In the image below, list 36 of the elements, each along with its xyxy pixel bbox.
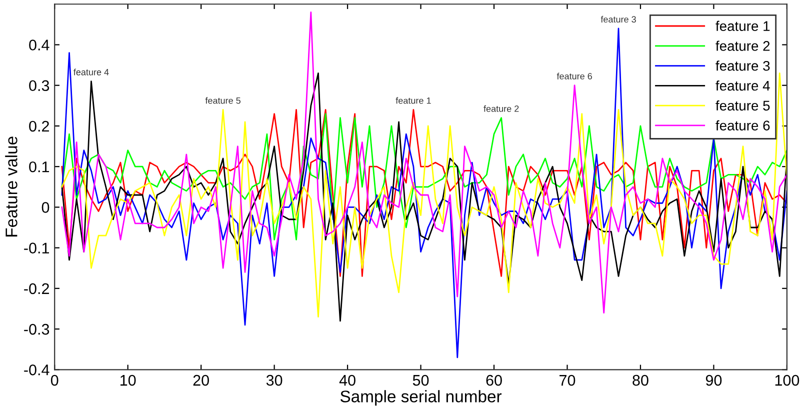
y-tick-label: 0.4 (29, 40, 50, 50)
x-tick-label: 20 (193, 374, 209, 386)
y-tick-label: 0.3 (29, 80, 50, 92)
y-tick-label: -0.3 (24, 324, 50, 335)
annotation: feature 6 (556, 72, 592, 80)
y-tick-label: -0.1 (24, 242, 49, 254)
legend-label: feature 4 (716, 80, 770, 91)
y-tick-label: 0.1 (29, 161, 49, 172)
y-tick-label: -0.4 (24, 364, 50, 376)
y-tick-label: -0.2 (24, 283, 49, 294)
legend-label: feature 5 (716, 100, 770, 111)
x-tick-label: 90 (706, 374, 722, 386)
annotation: feature 2 (484, 105, 519, 112)
annotation: feature 1 (396, 97, 431, 104)
annotation: feature 5 (205, 97, 240, 104)
legend-label: feature 2 (716, 40, 770, 51)
x-tick-label: 0 (50, 374, 58, 386)
y-tick-label: 0 (42, 202, 50, 213)
x-axis-title: Sample serial number (340, 390, 502, 406)
y-axis-title: Feature value (5, 136, 18, 236)
line-series (61, 12, 787, 314)
x-tick-label: 50 (412, 374, 429, 386)
x-tick-label: 80 (632, 374, 648, 386)
annotation: feature 3 (600, 16, 636, 23)
x-tick-label: 100 (775, 374, 800, 386)
x-tick-label: 60 (486, 374, 502, 386)
legend-label: feature 3 (716, 60, 770, 71)
x-tick-label: 10 (120, 374, 136, 386)
x-tick-label: 40 (339, 374, 356, 386)
x-tick-label: 30 (266, 374, 282, 386)
annotation: feature 4 (74, 68, 109, 76)
x-tick-label: 70 (560, 374, 576, 386)
line-series (61, 113, 787, 240)
legend-label: feature 1 (716, 20, 770, 31)
y-tick-label: 0.2 (29, 120, 49, 132)
legend-label: feature 6 (716, 120, 770, 130)
